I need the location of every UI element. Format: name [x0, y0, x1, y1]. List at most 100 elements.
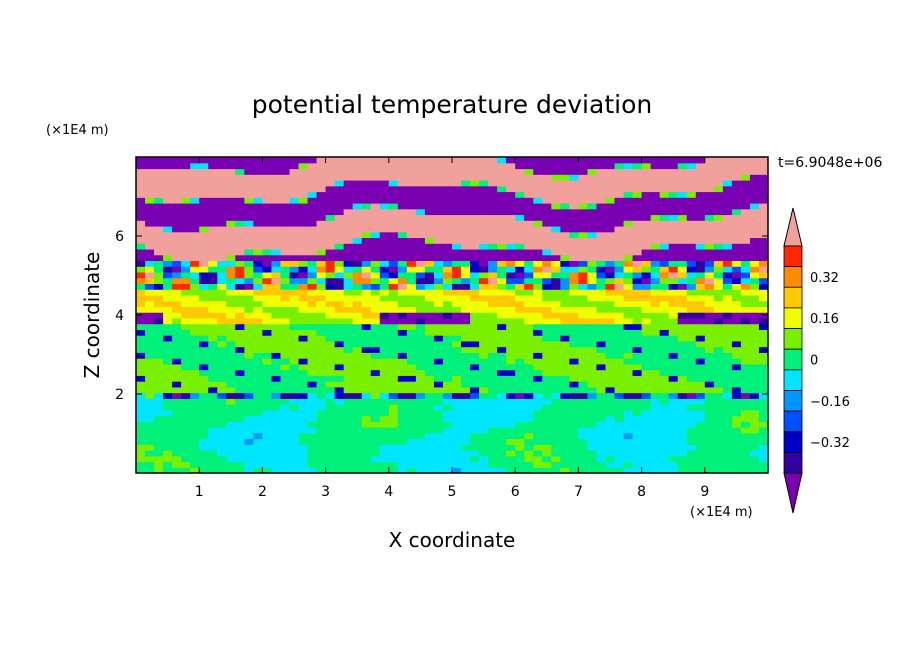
- contour-cell: [461, 432, 471, 440]
- contour-cell: [704, 225, 715, 233]
- contour-cell: [497, 271, 507, 279]
- contour-cell: [668, 455, 679, 463]
- contour-cell: [208, 254, 218, 262]
- contour-cell: [452, 455, 462, 463]
- contour-cell: [415, 300, 426, 307]
- contour-cell: [145, 260, 155, 267]
- contour-cell: [298, 317, 309, 325]
- contour-cell: [569, 225, 579, 233]
- contour-cell: [560, 335, 570, 342]
- contour-cell: [208, 432, 218, 440]
- contour-cell: [596, 248, 607, 256]
- contour-cell: [731, 461, 742, 468]
- contour-cell: [506, 306, 516, 313]
- contour-cell: [632, 461, 643, 468]
- contour-cell: [722, 179, 733, 187]
- contour-cell: [145, 392, 155, 399]
- contour-cell: [623, 237, 634, 244]
- contour-cell: [253, 174, 263, 181]
- contour-cell: [235, 174, 245, 181]
- contour-cell: [470, 329, 480, 336]
- contour-cell: [524, 467, 534, 473]
- contour-cell: [533, 467, 543, 473]
- contour-cell: [298, 266, 309, 273]
- contour-cell: [551, 197, 561, 204]
- contour-cell: [578, 197, 589, 204]
- contour-cell: [569, 248, 579, 256]
- contour-cell: [542, 266, 552, 273]
- contour-cell: [551, 266, 561, 273]
- contour-cell: [515, 300, 525, 307]
- contour-cell: [361, 323, 372, 330]
- contour-cell: [479, 260, 489, 267]
- contour-cell: [560, 415, 570, 422]
- contour-cell: [271, 283, 282, 290]
- contour-cell: [316, 335, 327, 342]
- contour-cell: [379, 277, 390, 284]
- contour-cell: [154, 352, 164, 359]
- contour-cell: [569, 294, 579, 302]
- contour-cell: [235, 225, 245, 233]
- contour-cell: [542, 220, 552, 227]
- contour-cell: [461, 214, 471, 221]
- contour-cell: [677, 277, 688, 284]
- contour-cell: [415, 450, 426, 457]
- contour-cell: [289, 162, 300, 170]
- contour-cell: [415, 231, 426, 239]
- contour-cell: [596, 220, 607, 227]
- contour-cell: [145, 398, 155, 405]
- contour-cell: [704, 231, 715, 239]
- contour-cell: [217, 444, 227, 451]
- contour-cell: [560, 375, 570, 382]
- contour-cell: [199, 260, 209, 267]
- x-tick-label: 3: [321, 484, 330, 500]
- contour-cell: [334, 415, 345, 422]
- contour-cell: [695, 179, 706, 187]
- contour-cell: [497, 283, 507, 290]
- contour-cell: [325, 409, 336, 417]
- contour-cell: [316, 329, 327, 336]
- contour-cell: [181, 168, 191, 175]
- contour-cell: [641, 381, 652, 388]
- contour-cell: [677, 329, 688, 336]
- contour-cell: [271, 294, 282, 302]
- contour-cell: [361, 254, 372, 262]
- contour-cell: [551, 277, 561, 284]
- contour-cell: [325, 312, 336, 319]
- contour-cell: [695, 375, 706, 382]
- contour-cell: [749, 243, 760, 250]
- contour-cell: [190, 306, 200, 313]
- contour-cell: [190, 289, 200, 296]
- contour-cell: [217, 467, 227, 473]
- contour-cell: [713, 271, 724, 279]
- contour-cell: [181, 271, 191, 279]
- colorbar-swatch: [783, 348, 803, 371]
- contour-cell: [686, 306, 697, 313]
- contour-cell: [388, 381, 399, 388]
- contour-cell: [253, 329, 263, 336]
- contour-cell: [217, 214, 227, 221]
- contour-cell: [686, 392, 697, 399]
- contour-cell: [307, 231, 318, 239]
- contour-cell: [524, 185, 534, 193]
- contour-cell: [578, 323, 589, 330]
- contour-cell: [578, 444, 589, 451]
- contour-cell: [307, 179, 318, 187]
- contour-cell: [262, 455, 273, 463]
- contour-cell: [388, 277, 399, 284]
- contour-cell: [569, 162, 579, 170]
- contour-cell: [587, 421, 598, 428]
- contour-cell: [632, 467, 643, 473]
- contour-cell: [506, 271, 516, 279]
- contour-cell: [316, 432, 327, 440]
- contour-cell: [623, 340, 634, 348]
- contour-cell: [136, 243, 146, 250]
- contour-cell: [199, 214, 209, 221]
- contour-cell: [190, 317, 200, 325]
- contour-cell: [731, 363, 742, 371]
- contour-cell: [578, 283, 589, 290]
- contour-cell: [325, 191, 336, 198]
- contour-cell: [551, 283, 561, 290]
- contour-cell: [298, 197, 309, 204]
- contour-cell: [461, 208, 471, 216]
